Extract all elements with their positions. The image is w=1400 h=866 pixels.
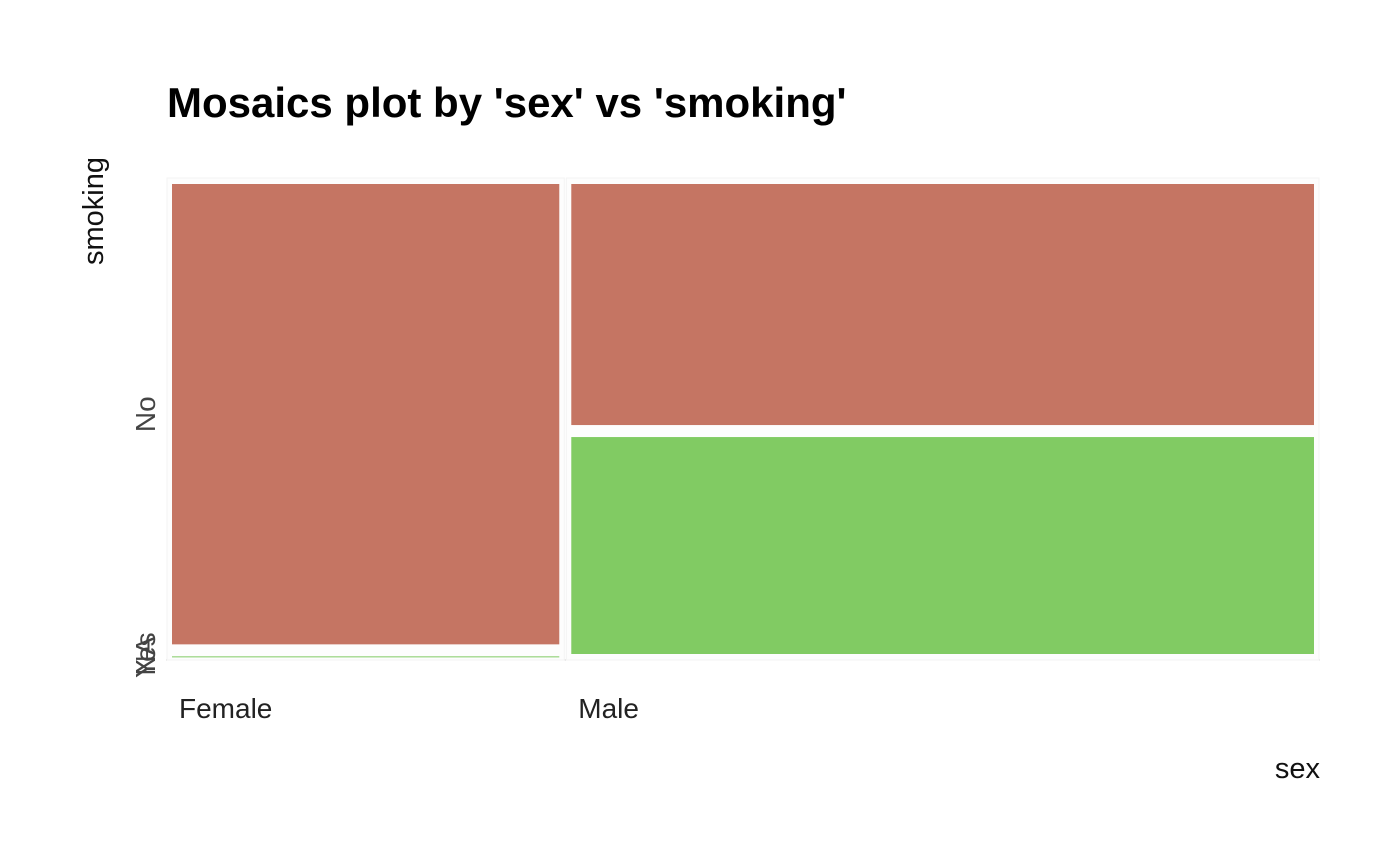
x-tick-label-male: Male — [578, 693, 639, 724]
mosaic-tile-male-no — [571, 184, 1314, 426]
mosaic-tile-male-yes — [571, 437, 1314, 654]
x-tick-labels: Female Male — [179, 693, 639, 724]
y-tick-label-yes: Yes — [130, 632, 161, 678]
chart-title: Mosaics plot by 'sex' vs 'smoking' — [167, 79, 847, 126]
mosaic-tile-female-no — [172, 184, 560, 645]
x-axis-title: sex — [1275, 753, 1321, 785]
mosaic-tile-female-yes — [172, 656, 560, 658]
y-tick-label-no: No — [130, 396, 161, 432]
x-tick-label-female: Female — [179, 693, 272, 724]
y-tick-label-na: NA — [130, 636, 161, 675]
mosaic-cells — [166, 177, 1320, 661]
y-axis-title: smoking — [78, 157, 110, 265]
